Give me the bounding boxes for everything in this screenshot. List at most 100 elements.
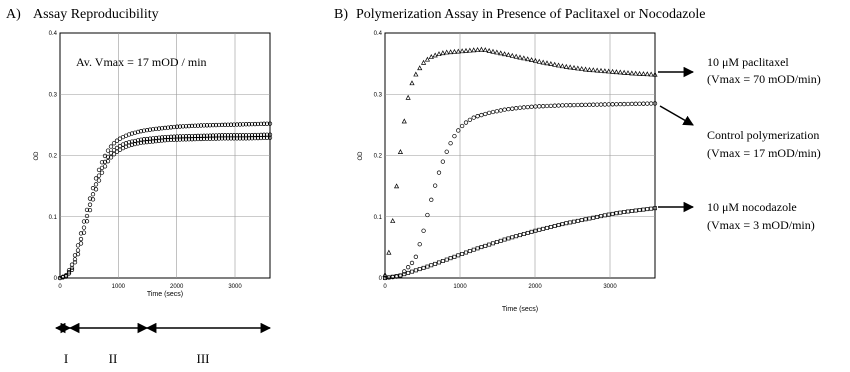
panel-a-series-1-point <box>81 225 87 230</box>
panel-a-series-2-point <box>231 136 237 141</box>
panel-b-series-2-point <box>383 276 387 280</box>
panel-a-series-2-point <box>267 135 273 140</box>
panel-a: A) Assay Reproducibility 0 0.1 0.2 0.3 0.4 0 1… <box>6 7 273 366</box>
panel-a-series-0-point <box>207 123 213 128</box>
panel-a-series-2-point <box>150 139 156 144</box>
panel-a-series-1-point <box>96 173 102 178</box>
panel-a-series-1-point <box>228 133 234 138</box>
panel-a-series-1-point <box>240 133 246 138</box>
panel-a-series-2-point <box>174 137 180 142</box>
panel-b-series-2-point <box>433 261 438 266</box>
panel-b-series-2-point <box>568 220 573 225</box>
panel-b-series-1-point <box>548 103 554 109</box>
panel-a-x-tick-label: 3000 <box>228 284 242 290</box>
panel-b-series-2-point <box>471 247 476 252</box>
panel-b-series-2-point <box>541 226 546 231</box>
panel-a-y-tick-label: 0.1 <box>49 215 58 221</box>
panel-a-series-2-point <box>225 136 231 141</box>
panel-a-series-0-point <box>201 123 207 128</box>
panel-b-series-1-point <box>540 104 546 109</box>
panel-a-series-1-point <box>204 133 210 138</box>
panel-b-series-1-point <box>560 103 565 108</box>
panel-b-series-2-point <box>564 221 569 226</box>
panel-a-series-1-point <box>264 132 270 137</box>
panel-b-series-0-point <box>393 183 400 189</box>
panel-a-series-0-point <box>168 125 174 130</box>
panel-b-series-0-point <box>648 71 654 77</box>
panel-a-series-2-point <box>159 138 165 143</box>
panel-b-series-1-point <box>417 242 422 247</box>
panel-a-series-2-point <box>261 135 267 141</box>
panel-a-series-1-point <box>219 133 225 138</box>
panel-a-series-0-point <box>147 127 153 132</box>
panel-a-series-2-point <box>147 139 153 144</box>
panel-a-series-0-point <box>153 126 159 132</box>
panel-b-series-0-point <box>559 63 566 69</box>
panel-a-series-0-point <box>204 123 210 128</box>
panel-b-series-2-point <box>487 242 492 247</box>
panel-a-series-1-point <box>144 136 150 142</box>
panel-a-series-2-point <box>60 275 66 280</box>
panel-b-series-0-point <box>517 54 523 60</box>
panel-b-series-0-point <box>525 56 531 62</box>
panel-b-series-0-point <box>544 60 550 66</box>
panel-a-series-1-point <box>126 140 132 145</box>
panel-a-series-2-point <box>153 138 159 144</box>
nocodazole-label-line2: (Vmax = 3 mOD/min) <box>707 218 815 232</box>
panel-a-series-0-point <box>246 122 252 127</box>
panel-b-series-1-point <box>479 112 484 118</box>
panel-a-series-1-point <box>159 135 165 140</box>
panel-b-series-2-point <box>437 260 441 265</box>
panel-b-series-0-point <box>513 53 519 59</box>
panel-b-series-2-point <box>560 222 565 227</box>
panel-b-series-1-point <box>564 103 569 108</box>
panel-b-series-1-point <box>429 197 434 202</box>
panel-b-series-0-point <box>575 65 581 71</box>
panel-b-series-2-point <box>595 214 600 219</box>
panel-b-series-1-point <box>444 149 449 154</box>
panel-a-series-0-point <box>231 122 237 127</box>
panel-a-series-0-point <box>234 122 240 127</box>
panel-b-series-0-point <box>498 50 504 56</box>
panel-a-series-1-point <box>180 134 186 139</box>
panel-a-series-1-point <box>135 138 141 143</box>
panel-b-series-1-point <box>483 111 488 117</box>
panel-a-series-1-point <box>132 138 138 144</box>
panel-a-series-2-point <box>165 137 171 143</box>
panel-b-series-1-point <box>591 102 596 107</box>
panel-a-series-0-point <box>240 122 246 127</box>
panel-a-series-1-point <box>183 134 189 139</box>
panel-a-series-1-point <box>156 135 162 140</box>
panel-b-series-0-point <box>467 47 473 53</box>
panel-a-series-0-point <box>177 124 183 129</box>
panel-b-series-2-point <box>641 207 646 212</box>
panel-b-series-1-point <box>494 109 500 114</box>
panel-a-series-2-point <box>216 136 222 141</box>
panel-a-series-0-point <box>210 122 216 128</box>
panel-a-series-1-point <box>87 202 93 207</box>
panel-b-series-2-point <box>548 225 553 229</box>
panel-a-series-1-point <box>195 133 201 139</box>
panel-a-y-tick-label: 0.4 <box>49 31 58 37</box>
panel-a-series-0-point <box>138 129 144 134</box>
panel-a-series-1-point <box>66 270 72 275</box>
panel-a-series-2-point <box>102 164 108 169</box>
panel-a-series-0-point <box>192 123 198 128</box>
panel-b-series-0-point <box>432 52 438 58</box>
panel-a-series-1-point <box>165 134 171 140</box>
panel-a-series-2-point <box>264 135 270 140</box>
panel-b-series-1-point <box>452 133 457 139</box>
panel-b: B) Polymerization Assay in Presence of P… <box>334 7 821 313</box>
panel-a-series-2-point <box>132 141 138 147</box>
panel-b-series-1-point <box>525 104 530 110</box>
panel-a-series-0-point <box>267 121 273 126</box>
panel-b-series-2-point <box>572 219 576 224</box>
panel-b-series-0-point <box>552 61 558 67</box>
panel-a-series-2-point <box>219 136 225 141</box>
panel-a-series-2-point <box>204 136 210 141</box>
panel-b-series-2-point <box>475 246 480 251</box>
panel-a-series-1-point <box>150 136 156 141</box>
panel-b-series-1-point <box>621 101 627 107</box>
panel-b-series-2-point <box>529 229 534 234</box>
